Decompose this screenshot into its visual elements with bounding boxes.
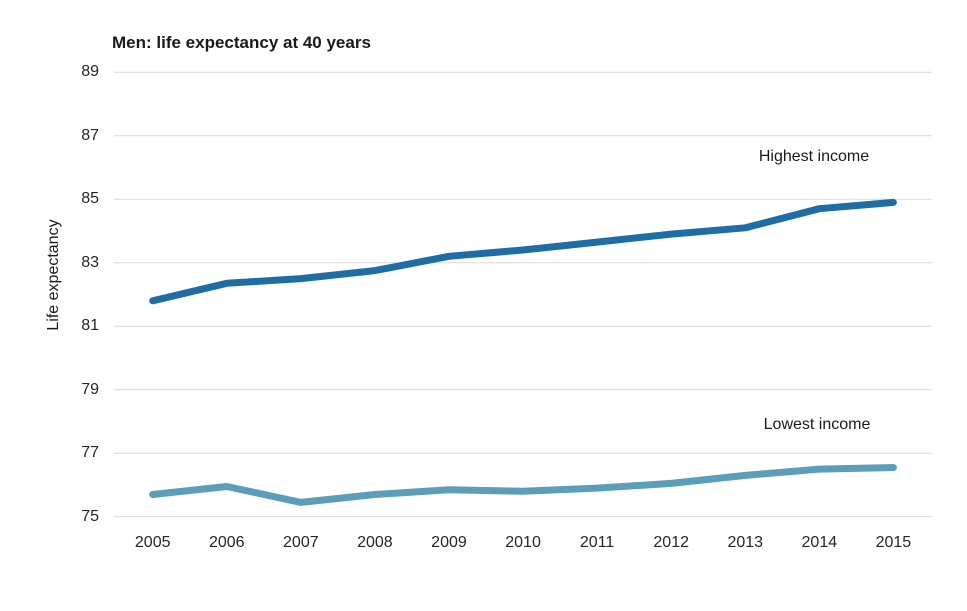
series-lines-group [149,198,897,506]
x-tick-label-2010: 2010 [505,534,541,551]
x-tick-label-2015: 2015 [875,534,912,551]
x-tick-label-2013: 2013 [727,534,764,551]
x-tick-label-2014: 2014 [801,534,838,551]
x-tick-label-2012: 2012 [653,534,689,551]
y-tick-label-87: 87 [81,126,99,144]
series-label-lowest-income: Lowest income [763,416,871,433]
series-line-lowest-income [149,464,897,506]
series-label-highest-income: Highest income [758,148,870,165]
y-tick-label-77: 77 [81,444,99,462]
x-tick-label-2005: 2005 [134,534,171,551]
y-tick-label-83: 83 [81,253,99,271]
x-tick-label-2011: 2011 [579,534,615,551]
series-line-highest-income [149,198,897,305]
x-tick-label-2007: 2007 [283,534,319,551]
y-tick-label-89: 89 [81,63,99,81]
gridlines-group [114,71,932,518]
y-tick-label-79: 79 [81,380,99,398]
y-tick-label-81: 81 [81,317,99,335]
y-axis-label: Life expectancy [45,219,62,331]
x-tick-label-2006: 2006 [208,534,245,551]
y-tick-label-85: 85 [81,190,99,208]
x-tick-label-2008: 2008 [357,534,393,551]
y-tick-label-75: 75 [81,507,99,525]
chart-title: Men: life expectancy at 40 years [112,33,371,52]
x-tick-label-2009: 2009 [431,534,467,551]
